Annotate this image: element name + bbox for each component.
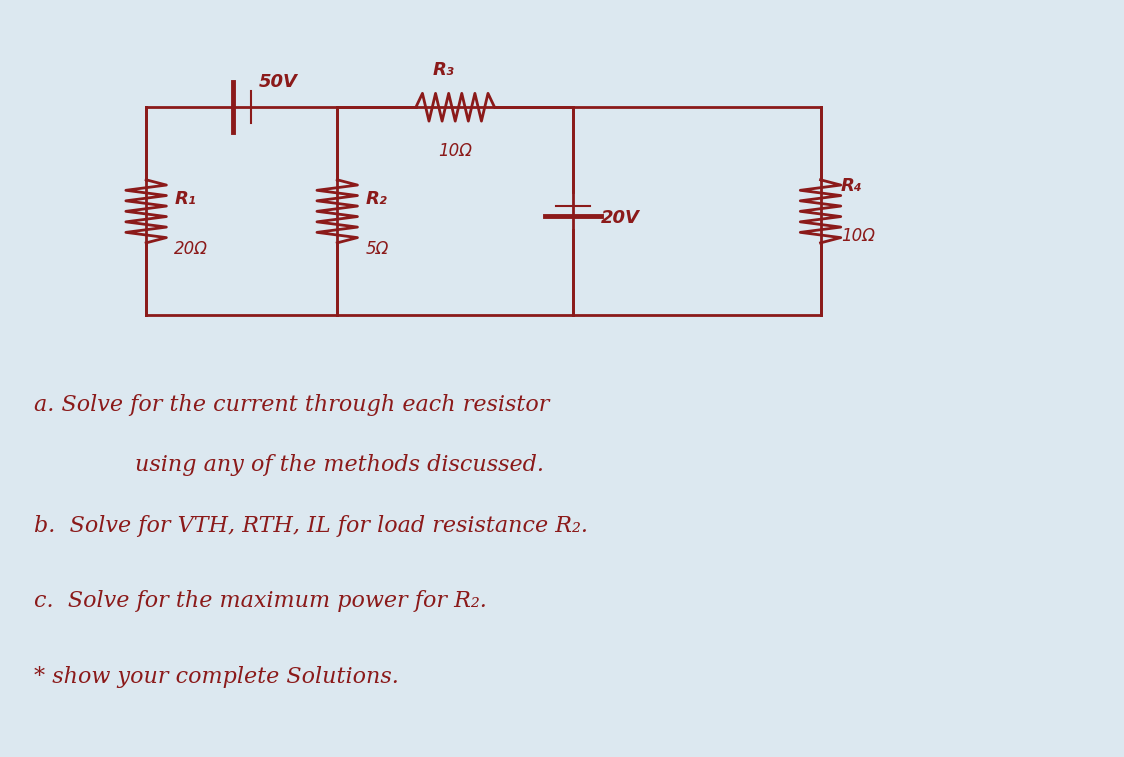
Text: R₃: R₃ [433, 61, 455, 79]
Text: R₂: R₂ [365, 190, 387, 207]
Text: 50V: 50V [259, 73, 298, 92]
Text: using any of the methods discussed.: using any of the methods discussed. [135, 454, 544, 476]
Text: c.  Solve for the maximum power for R₂.: c. Solve for the maximum power for R₂. [34, 590, 487, 612]
Text: 20Ω: 20Ω [174, 240, 208, 257]
Text: 10Ω: 10Ω [438, 142, 472, 160]
Text: 5Ω: 5Ω [365, 240, 389, 257]
Text: R₁: R₁ [174, 190, 196, 207]
Text: R₄: R₄ [841, 177, 862, 195]
Text: 10Ω: 10Ω [841, 227, 874, 245]
Text: * show your complete Solutions.: * show your complete Solutions. [34, 666, 399, 688]
Text: a. Solve for the current through each resistor: a. Solve for the current through each re… [34, 394, 550, 416]
Text: 20V: 20V [601, 209, 641, 226]
Text: b.  Solve for VTH, RTH, IL for load resistance R₂.: b. Solve for VTH, RTH, IL for load resis… [34, 515, 588, 537]
